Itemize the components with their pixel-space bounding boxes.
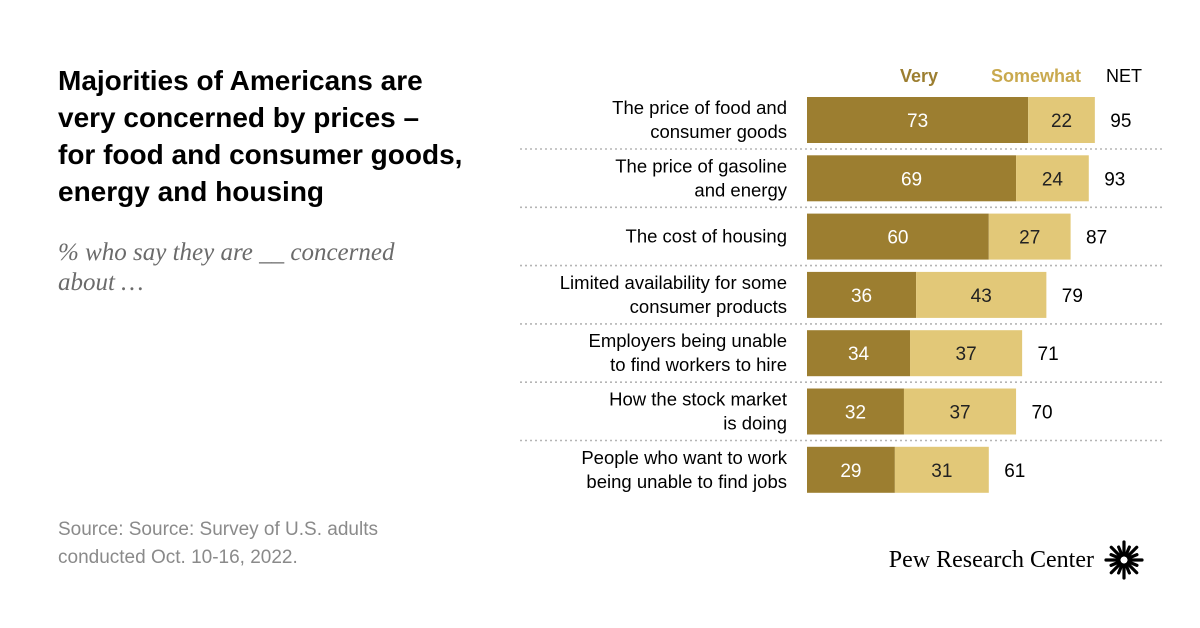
bar-very: [807, 97, 1029, 143]
value-label-very: 36: [851, 286, 872, 307]
category-label: The cost of housing: [626, 226, 787, 247]
value-label-net: 70: [1031, 403, 1052, 424]
sunburst-ray: [1109, 553, 1121, 560]
sunburst-ray: [1127, 553, 1139, 560]
category-label: The price of gasoline and energy: [615, 155, 787, 200]
value-label-somewhat: 24: [1042, 169, 1064, 190]
value-label-very: 29: [840, 461, 861, 482]
chart-subtitle: % who say they are __ concerned about …: [58, 239, 395, 296]
chart-title: Majorities of Americans are very concern…: [58, 65, 463, 207]
sunburst-ray: [1109, 561, 1123, 575]
bar-very: [807, 155, 1017, 202]
bar-somewhat: [894, 446, 989, 493]
sunburst-ray: [1125, 545, 1139, 559]
bar-very: [807, 213, 989, 260]
category-label: How the stock market is doing: [609, 389, 787, 434]
logo-text: Pew Research Center: [888, 546, 1094, 573]
sunburst-ray: [1109, 545, 1123, 559]
category-label: Limited availability for some consumer pr…: [560, 272, 787, 317]
value-label-net: 95: [1110, 111, 1131, 132]
bar-somewhat: [1028, 97, 1095, 143]
sunburst-ray: [1124, 563, 1131, 575]
value-label-very: 60: [887, 228, 908, 249]
bar-very: [807, 388, 904, 435]
sunburst-ray: [1117, 545, 1124, 557]
sunburst-ray: [1124, 545, 1131, 557]
value-label-somewhat: 27: [1019, 228, 1040, 249]
legend-somewhat: Somewhat: [991, 66, 1081, 86]
value-label-net: 87: [1086, 228, 1107, 249]
value-label-somewhat: 22: [1051, 111, 1072, 132]
source-note: Source: Source: Survey of U.S. adults co…: [58, 519, 378, 568]
bar-somewhat: [988, 213, 1071, 260]
pew-sunburst-icon: [1104, 540, 1144, 580]
sunburst-ray: [1125, 561, 1139, 575]
sunburst-ray: [1117, 563, 1124, 575]
sunburst-ray: [1109, 560, 1121, 567]
value-label-net: 79: [1062, 286, 1083, 307]
value-label-net: 93: [1104, 169, 1125, 190]
category-label: Employers being unable to find workers to…: [589, 330, 788, 375]
legend-net: NET: [1106, 66, 1142, 86]
bar-very: [807, 446, 895, 493]
value-label-very: 32: [845, 403, 866, 424]
category-label: People who want to work being unable to f…: [581, 447, 787, 492]
bar-somewhat: [916, 271, 1047, 318]
value-label-somewhat: 37: [956, 344, 977, 365]
value-label-somewhat: 43: [971, 286, 992, 307]
value-label-net: 61: [1004, 461, 1025, 482]
category-label: The price of food and consumer goods: [612, 97, 787, 142]
pew-logo: Pew Research Center: [889, 540, 1144, 580]
value-label-very: 69: [901, 169, 922, 190]
value-label-very: 73: [907, 111, 928, 132]
legend-very: Very: [900, 66, 938, 86]
bar-somewhat: [910, 330, 1023, 377]
value-label-very: 34: [848, 344, 870, 365]
bar-very: [807, 330, 911, 377]
bar-somewhat: [903, 388, 1017, 435]
value-label-somewhat: 37: [949, 403, 970, 424]
value-label-somewhat: 31: [931, 461, 952, 482]
bar-very: [807, 271, 917, 318]
value-label-net: 71: [1038, 344, 1059, 365]
sunburst-ray: [1127, 560, 1139, 567]
bar-somewhat: [1016, 155, 1089, 202]
